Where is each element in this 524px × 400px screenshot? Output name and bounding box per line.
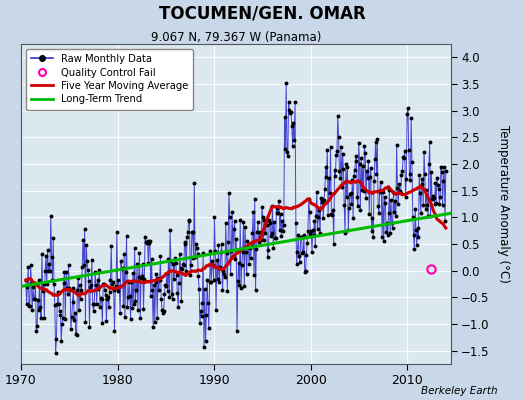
Text: Berkeley Earth: Berkeley Earth bbox=[421, 386, 498, 396]
Legend: Raw Monthly Data, Quality Control Fail, Five Year Moving Average, Long-Term Tren: Raw Monthly Data, Quality Control Fail, … bbox=[26, 49, 193, 110]
Title: 9.067 N, 79.367 W (Panama): 9.067 N, 79.367 W (Panama) bbox=[150, 31, 321, 44]
Text: TOCUMEN/GEN. OMAR: TOCUMEN/GEN. OMAR bbox=[159, 4, 365, 22]
Y-axis label: Temperature Anomaly (°C): Temperature Anomaly (°C) bbox=[497, 125, 509, 283]
